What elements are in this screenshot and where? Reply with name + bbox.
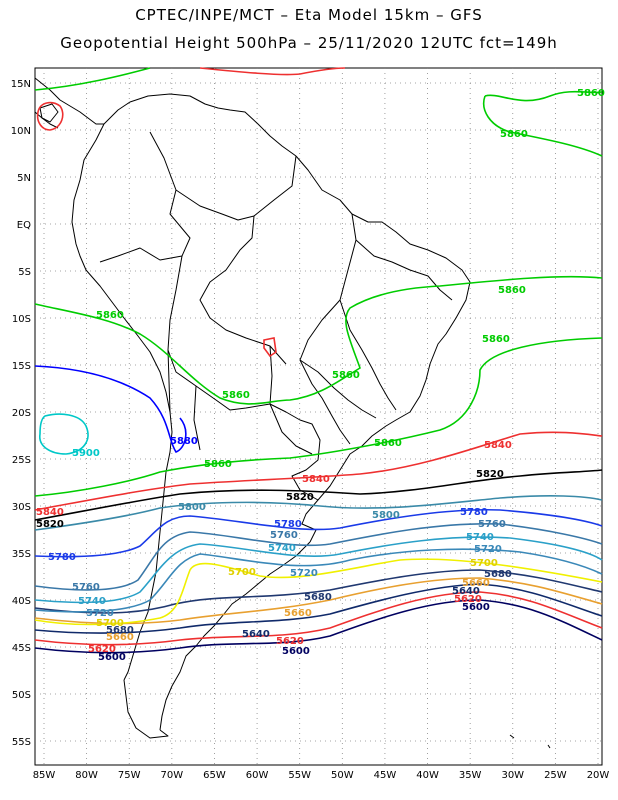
contour-label: 5660 bbox=[462, 578, 490, 589]
contour-label: 5700 bbox=[228, 567, 256, 578]
contour-label: 5820 bbox=[286, 492, 314, 503]
contour-label: 5860 bbox=[204, 459, 232, 470]
contour-label: 5620 bbox=[454, 594, 482, 605]
longitude-tick-label: 30W bbox=[501, 770, 524, 781]
latitude-tick-label: 10N bbox=[11, 126, 31, 137]
latitude-tick-label: 30S bbox=[12, 502, 31, 513]
latitude-labels: 15N 10N 5N EQ 5S 10S 15S 20S 25S 30S 35S 40S 45S 50S 5… bbox=[11, 79, 31, 748]
latitude-tick-label: 20S bbox=[12, 408, 31, 419]
contour-label: 5860 bbox=[482, 334, 510, 345]
contour-label: 5860 bbox=[332, 370, 360, 381]
contour-label: 5680 bbox=[484, 569, 512, 580]
contour-label: 5600 bbox=[98, 652, 126, 663]
contour-label: 5640 bbox=[452, 586, 480, 597]
latitude-tick-label: 5N bbox=[17, 173, 31, 184]
longitude-tick-label: 65W bbox=[203, 770, 226, 781]
longitude-tick-label: 20W bbox=[587, 770, 610, 781]
contour-label: 5700 bbox=[96, 618, 124, 629]
contour-label: 5720 bbox=[474, 544, 502, 555]
contour-label: 5860 bbox=[498, 285, 526, 296]
latitude-tick-label: 55S bbox=[12, 737, 31, 748]
longitude-tick-label: 75W bbox=[118, 770, 141, 781]
contour-label: 5640 bbox=[242, 629, 270, 640]
latitude-tick-label: 15S bbox=[12, 361, 31, 372]
longitude-tick-label: 25W bbox=[544, 770, 567, 781]
longitude-labels: 85W 80W 75W 70W 65W 60W 55W 50W 45W 40W 35W 30W 25W 2… bbox=[33, 770, 610, 781]
contour-label: 5840 bbox=[302, 474, 330, 485]
chart-title-line2: Geopotential Height 500hPa – 25/11/2020 … bbox=[60, 34, 558, 52]
longitude-tick-label: 60W bbox=[246, 770, 269, 781]
contour-label: 5620 bbox=[88, 644, 116, 655]
contour-label: 5860 bbox=[374, 438, 402, 449]
latitude-tick-label: 10S bbox=[12, 314, 31, 325]
latitude-tick-label: 50S bbox=[12, 690, 31, 701]
contour-label: 5860 bbox=[500, 129, 528, 140]
longitude-tick-label: 70W bbox=[161, 770, 184, 781]
contour-label: 5860 bbox=[96, 310, 124, 321]
longitude-tick-label: 35W bbox=[459, 770, 482, 781]
contour-label: 5760 bbox=[270, 530, 298, 541]
contour-label: 5760 bbox=[72, 582, 100, 593]
contour-label: 5720 bbox=[86, 608, 114, 619]
contour-label: 5780 bbox=[48, 552, 76, 563]
latitude-tick-label: EQ bbox=[17, 220, 31, 231]
contour-lines bbox=[34, 67, 603, 654]
contour-label: 5680 bbox=[106, 625, 134, 636]
contour-label: 5820 bbox=[36, 519, 64, 530]
contour-label: 5800 bbox=[372, 510, 400, 521]
contour-label: 5840 bbox=[36, 507, 64, 518]
latitude-tick-label: 40S bbox=[12, 596, 31, 607]
contour-label: 5620 bbox=[276, 636, 304, 647]
longitude-tick-label: 45W bbox=[374, 770, 397, 781]
longitude-tick-label: 50W bbox=[331, 770, 354, 781]
contour-label: 5720 bbox=[290, 568, 318, 579]
latitude-tick-label: 45S bbox=[12, 643, 31, 654]
contour-label: 5740 bbox=[268, 543, 296, 554]
latitude-tick-label: 5S bbox=[18, 267, 31, 278]
latitude-tick-label: 25S bbox=[12, 455, 31, 466]
contour-label: 5900 bbox=[72, 448, 100, 459]
contour-label: 5780 bbox=[274, 519, 302, 530]
contour-label: 5660 bbox=[106, 632, 134, 643]
contour-label: 5680 bbox=[304, 592, 332, 603]
longitude-tick-label: 85W bbox=[33, 770, 56, 781]
longitude-tick-label: 40W bbox=[416, 770, 439, 781]
contour-label: 5700 bbox=[470, 558, 498, 569]
latitude-tick-label: 35S bbox=[12, 549, 31, 560]
contour-label: 5740 bbox=[78, 596, 106, 607]
contour-labels: 5860 5860 5860 5860 5860 5860 5860 5860 … bbox=[36, 88, 605, 663]
contour-label: 5840 bbox=[484, 440, 512, 451]
contour-label: 5860 bbox=[222, 390, 250, 401]
longitude-tick-label: 80W bbox=[75, 770, 98, 781]
contour-label: 5740 bbox=[466, 532, 494, 543]
coastlines bbox=[34, 77, 551, 749]
latitude-tick-label: 15N bbox=[11, 79, 31, 90]
chart-title-line1: CPTEC/INPE/MCT – Eta Model 15km – GFS bbox=[135, 6, 483, 24]
contour-label: 5860 bbox=[577, 88, 605, 99]
longitude-tick-label: 55W bbox=[288, 770, 311, 781]
contour-label: 5800 bbox=[178, 502, 206, 513]
contour-label: 5880 bbox=[170, 436, 198, 447]
contour-label: 5780 bbox=[460, 507, 488, 518]
contour-label: 5820 bbox=[476, 469, 504, 480]
contour-label: 5600 bbox=[462, 602, 490, 613]
contour-label: 5600 bbox=[282, 646, 310, 657]
contour-label: 5660 bbox=[284, 608, 312, 619]
contour-label: 5760 bbox=[478, 519, 506, 530]
